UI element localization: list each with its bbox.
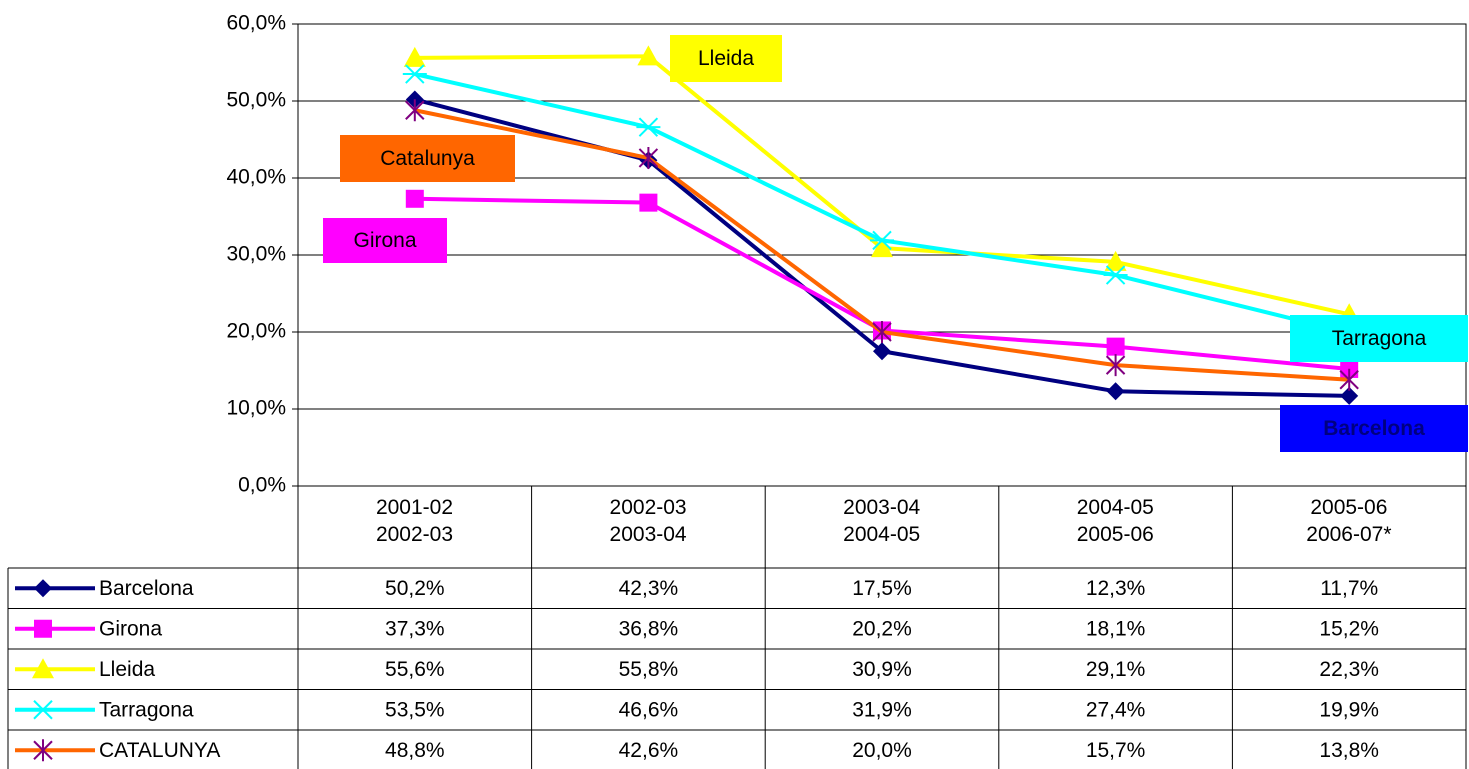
- table-value: 42,3%: [619, 577, 679, 600]
- table-value: 27,4%: [1086, 698, 1146, 721]
- table-value: 50,2%: [385, 577, 445, 600]
- x-tick-label: 2003-04 2004-05: [843, 496, 921, 546]
- annotation-box: [340, 135, 515, 182]
- data-point: [872, 321, 892, 343]
- table-value: 15,7%: [1086, 739, 1146, 762]
- data-point: [405, 189, 424, 208]
- table-value: 42,6%: [619, 739, 679, 762]
- legend-label: Barcelona: [99, 577, 194, 600]
- legend-label: Lleida: [99, 658, 155, 681]
- table-value: 55,8%: [619, 658, 679, 681]
- y-tick-label: 60,0%: [226, 12, 286, 35]
- legend-label: Girona: [99, 617, 162, 640]
- table-value: 15,2%: [1319, 617, 1379, 640]
- annotation-box: [1290, 315, 1468, 362]
- table-value: 17,5%: [852, 577, 912, 600]
- table-value: 36,8%: [619, 617, 679, 640]
- data-point: [403, 46, 426, 67]
- legend-marker: [34, 579, 52, 598]
- table-value: 29,1%: [1086, 658, 1146, 681]
- annotation-text: Girona: [353, 229, 416, 252]
- table-value: 11,7%: [1320, 577, 1378, 600]
- x-tick-label: 2002-03 2003-04: [609, 496, 687, 546]
- table-value: 55,6%: [385, 658, 445, 681]
- table-value: 30,9%: [852, 658, 912, 681]
- table-value: 31,9%: [852, 698, 912, 721]
- plot-border: [297, 23, 1467, 487]
- data-point: [870, 230, 894, 251]
- y-tick-label: 10,0%: [226, 397, 286, 420]
- data-point: [1106, 382, 1125, 401]
- annotation-text: Catalunya: [380, 147, 475, 170]
- table-value: 13,8%: [1319, 739, 1379, 762]
- data-point: [636, 117, 661, 137]
- table-value: 20,2%: [852, 617, 912, 640]
- y-tick-label: 0,0%: [238, 474, 286, 497]
- legend-marker: [33, 739, 53, 762]
- table-value: 37,3%: [385, 617, 445, 640]
- x-tick-label: 2005-06 2006-07*: [1306, 496, 1392, 546]
- legend-marker: [34, 619, 52, 638]
- table-value: 22,3%: [1319, 658, 1379, 681]
- annotation-box: [323, 218, 447, 263]
- table-value: 46,6%: [619, 698, 679, 721]
- legend-marker: [32, 658, 54, 679]
- data-point: [637, 45, 660, 66]
- data-point: [1104, 250, 1127, 271]
- annotation-text: Lleida: [698, 47, 754, 70]
- table-value: 19,9%: [1319, 698, 1379, 721]
- data-point: [871, 237, 893, 258]
- series-line: [414, 72, 1350, 335]
- data-point: [1106, 337, 1125, 356]
- y-tick-label: 50,0%: [226, 89, 286, 112]
- legend-label: CATALUNYA: [99, 739, 220, 762]
- x-tick-label: 2001-02 2002-03: [375, 496, 454, 546]
- table-value: 20,0%: [852, 739, 912, 762]
- data-point: [1340, 386, 1359, 405]
- data-point: [1105, 354, 1126, 377]
- data-point: [405, 99, 425, 122]
- table-value: 48,8%: [385, 739, 445, 762]
- series-line: [414, 54, 1350, 317]
- annotation-box: [670, 35, 782, 82]
- data-point: [873, 342, 891, 361]
- annotation-text: Barcelona: [1323, 417, 1425, 440]
- data-point: [1103, 265, 1128, 285]
- legend-label: Tarragona: [99, 698, 194, 721]
- table-value: 18,1%: [1086, 617, 1146, 640]
- legend-marker: [31, 700, 55, 720]
- annotation-box: [1280, 405, 1468, 452]
- table-value: 12,3%: [1086, 577, 1146, 600]
- y-tick-label: 20,0%: [226, 320, 286, 343]
- y-tick-label: 30,0%: [226, 243, 286, 266]
- data-point: [639, 193, 658, 212]
- table-value: 53,5%: [385, 698, 445, 721]
- data-point: [402, 64, 427, 84]
- x-tick-label: 2004-05 2005-06: [1076, 496, 1154, 546]
- data-point: [638, 146, 659, 169]
- data-point: [1339, 368, 1359, 391]
- annotation-text: Tarragona: [1332, 327, 1427, 350]
- y-tick-label: 40,0%: [226, 166, 286, 189]
